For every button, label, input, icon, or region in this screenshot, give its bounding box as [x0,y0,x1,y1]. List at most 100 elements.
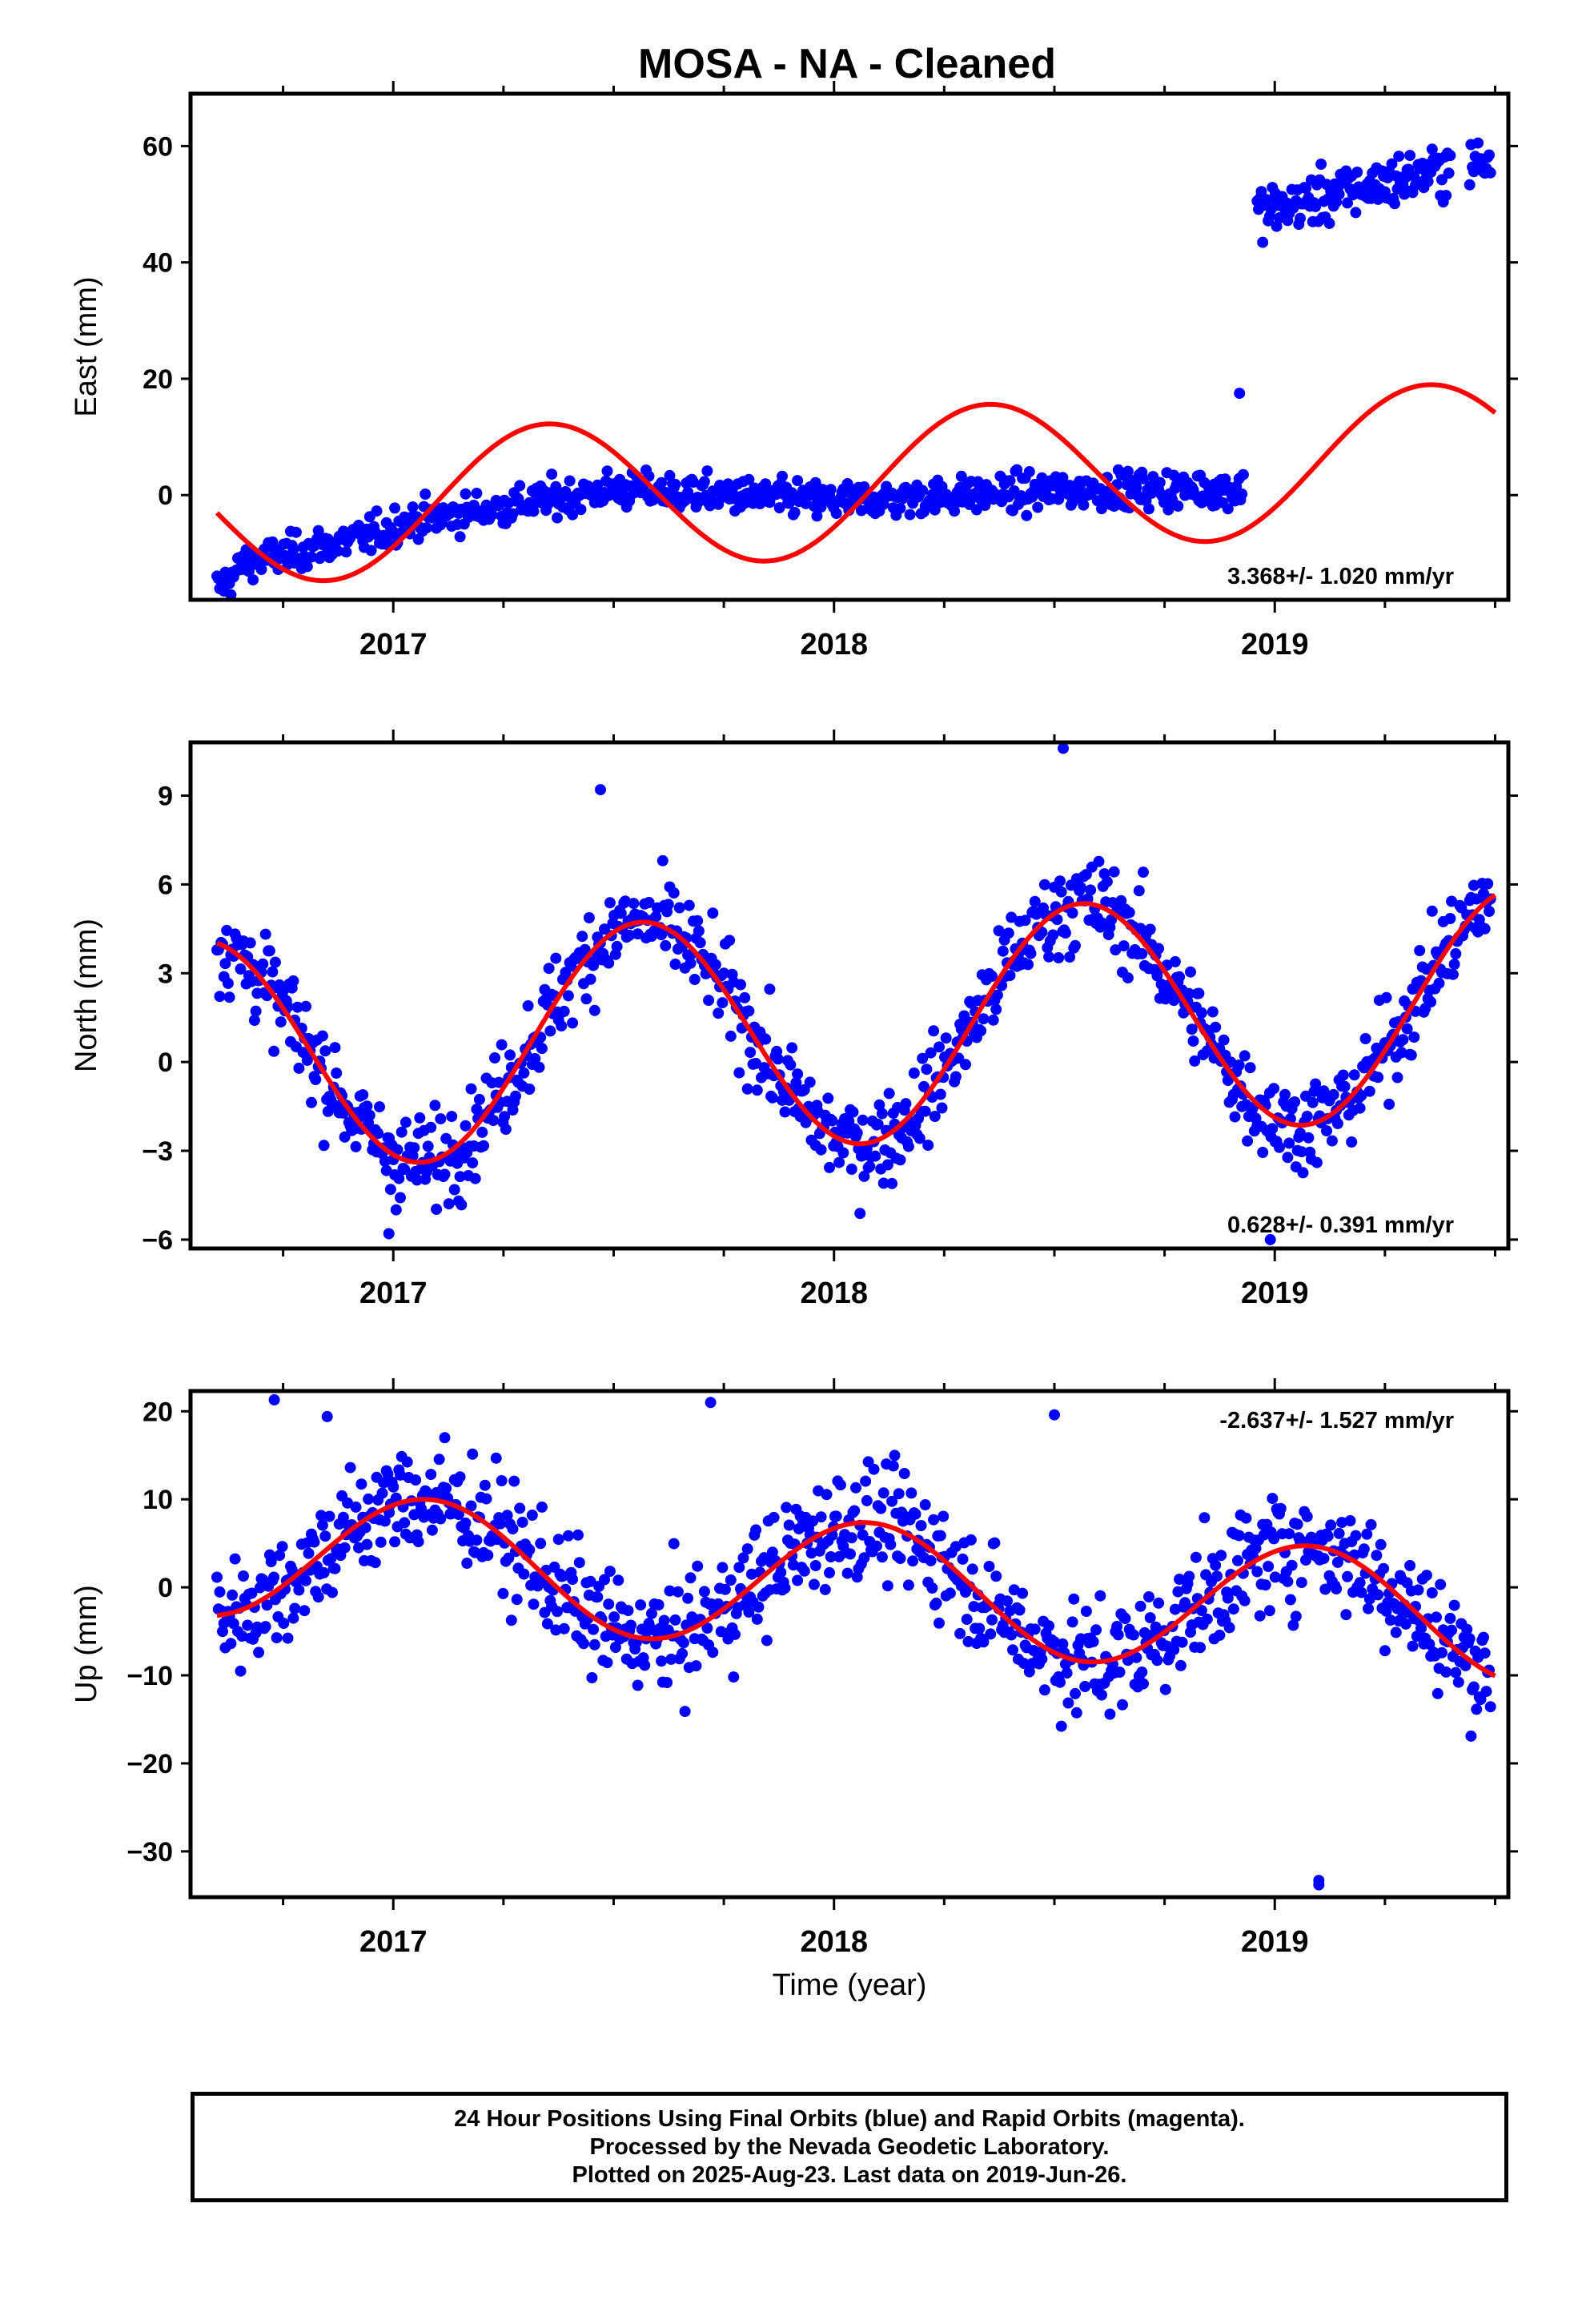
x-tick-label: 2017 [359,1925,428,1959]
data-point [510,1090,521,1102]
data-point [1006,1629,1018,1641]
data-point [552,1606,563,1618]
data-point [1049,1409,1060,1421]
data-point [1227,1603,1239,1615]
data-point [291,1001,303,1013]
data-point [339,1542,351,1554]
data-point [1351,167,1363,178]
data-point [308,1536,320,1548]
data-point [1397,1034,1409,1046]
data-point [851,1571,863,1583]
data-point [845,1548,856,1560]
data-point [881,1159,893,1171]
data-point [350,1140,362,1152]
data-point [1348,1069,1360,1081]
data-point [214,991,226,1003]
data-point [514,480,526,492]
data-point [1183,1570,1195,1582]
data-point [1479,923,1491,935]
data-point [717,1562,729,1574]
data-point [876,1108,888,1120]
data-point [729,1628,741,1640]
x-tick-label: 2018 [800,1277,868,1310]
data-point [318,1140,330,1152]
data-point [496,1475,508,1486]
data-point [567,1574,579,1586]
data-point [374,1101,385,1113]
data-point [656,1655,668,1667]
data-point [1054,875,1066,887]
data-point [1066,907,1078,919]
x-tick-label: 2019 [1241,1925,1309,1959]
data-point [715,1626,727,1638]
data-point [278,1618,290,1629]
data-point [588,1004,600,1016]
data-point [1036,1653,1048,1665]
data-point [363,1493,375,1505]
data-point [1408,1031,1420,1043]
data-point [1326,1135,1338,1147]
data-point [584,1575,596,1587]
data-point [685,957,697,969]
data-point [263,945,275,957]
data-point [524,1544,536,1556]
data-point [1371,1550,1383,1562]
data-point [1426,143,1438,155]
data-point [733,1562,745,1574]
data-point [766,1092,778,1104]
data-point [1375,1538,1387,1550]
data-point [1448,1599,1460,1611]
data-point [1239,1594,1251,1606]
data-point [1123,907,1135,919]
data-point [1425,996,1437,1008]
data-point [315,1510,327,1522]
data-point [705,1397,717,1409]
data-point [452,1509,464,1520]
data-point [323,1510,335,1522]
data-point [1159,1683,1171,1695]
data-point [677,1637,689,1649]
data-point [1263,1561,1275,1572]
y-axis-label: North (mm) [70,919,103,1072]
data-point [310,1074,322,1085]
data-point [934,1530,946,1542]
data-point [662,899,674,911]
data-point [1391,1072,1403,1084]
data-point [876,1551,888,1563]
data-point [849,1505,861,1517]
data-point [872,1118,884,1130]
data-point [709,959,721,971]
data-point [934,1088,946,1100]
data-point [422,1140,434,1152]
data-point [550,1624,562,1636]
data-point [552,512,563,524]
data-point [608,1611,620,1623]
data-point [1104,1708,1116,1720]
data-point [1174,1574,1186,1585]
data-point [268,1571,280,1583]
data-point [580,993,592,1005]
data-point [1201,1613,1213,1625]
data-point [741,1083,753,1095]
data-point [905,1487,917,1499]
data-point [1355,1090,1367,1101]
data-point [267,966,279,978]
data-point [541,1618,553,1630]
data-point [229,1553,241,1565]
data-point [718,967,730,979]
data-point [955,470,967,482]
data-point [316,1030,328,1042]
data-point [703,995,715,1007]
data-point [919,1499,931,1510]
data-point [798,1565,810,1577]
data-point [693,925,705,937]
data-point [1233,1059,1245,1071]
data-point [1311,1156,1323,1168]
data-point [845,1164,857,1175]
data-point [698,476,710,488]
data-point [408,1142,420,1154]
data-point [745,1568,757,1580]
data-point [1239,1050,1251,1062]
data-point [917,1052,929,1064]
data-point [222,977,234,989]
